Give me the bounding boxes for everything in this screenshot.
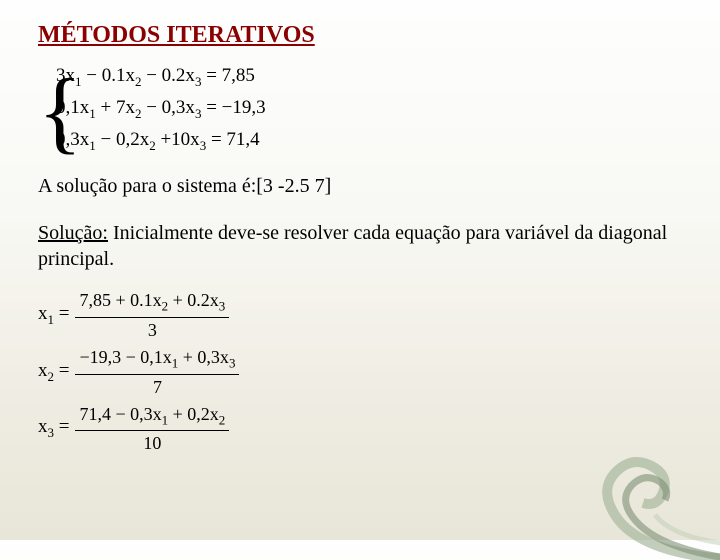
- solution-desc-text: Inicialmente deve-se resolver cada equaç…: [38, 222, 667, 270]
- solution-vector-text: A solução para o sistema é:[3 -2.5 7]: [38, 175, 682, 198]
- solution-description: Solução: Inicialmente deve-se resolver c…: [38, 220, 682, 272]
- page-title: MÉTODOS ITERATIVOS: [38, 22, 682, 49]
- resolved-x1: x1 = 7,85 + 0.1x2 + 0.2x3 3: [38, 290, 682, 341]
- x2-numerator: −19,3 − 0,1x1 + 0,3x3: [75, 347, 239, 375]
- solution-label: Solução:: [38, 222, 108, 244]
- x2-denominator: 7: [153, 375, 162, 398]
- decorative-swirl: [520, 400, 720, 560]
- x1-numerator: 7,85 + 0.1x2 + 0.2x3: [75, 290, 229, 318]
- x3-denominator: 10: [143, 431, 161, 454]
- equation-3: 0,3x1 − 0,2x2 +10x3 = 71,4: [56, 129, 682, 154]
- x3-lhs: x3 =: [38, 416, 69, 441]
- equation-2: 0,1x1 + 7x2 − 0,3x3 = −19,3: [56, 97, 682, 122]
- left-brace: {: [38, 65, 82, 157]
- x1-denominator: 3: [148, 318, 157, 341]
- x2-lhs: x2 =: [38, 360, 69, 385]
- equation-system: { 3x1 − 0.1x2 − 0.2x3 = 7,85 0,1x1 + 7x2…: [38, 65, 682, 153]
- x3-numerator: 71,4 − 0,3x1 + 0,2x2: [75, 404, 229, 432]
- equation-1: 3x1 − 0.1x2 − 0.2x3 = 7,85: [56, 65, 682, 90]
- resolved-x2: x2 = −19,3 − 0,1x1 + 0,3x3 7: [38, 347, 682, 398]
- x1-lhs: x1 =: [38, 303, 69, 328]
